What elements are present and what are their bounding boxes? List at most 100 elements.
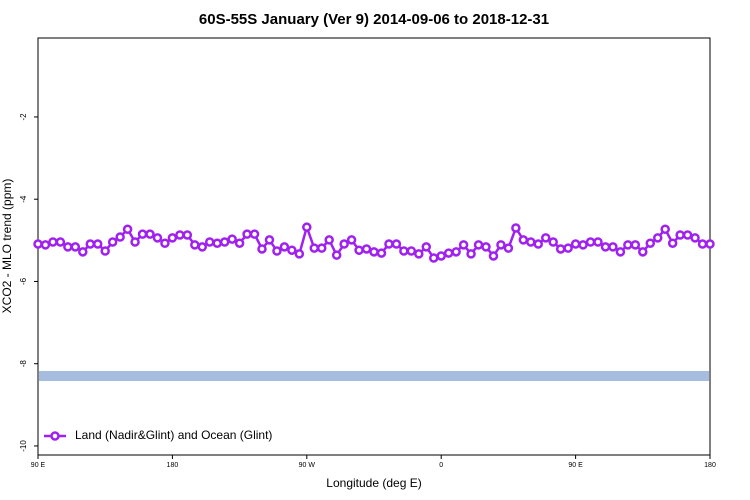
data-point <box>511 223 521 233</box>
data-point <box>391 239 402 249</box>
data-point <box>130 237 140 247</box>
data-point <box>690 233 700 243</box>
data-point <box>78 247 88 257</box>
y-axis-label: XCO2 - MLO trend (ppm) <box>0 179 14 314</box>
data-point <box>107 237 118 247</box>
data-point <box>645 238 656 248</box>
data-point <box>421 242 432 252</box>
y-tick-label: -8 <box>19 360 28 368</box>
data-point <box>473 240 484 250</box>
data-point <box>369 247 379 257</box>
data-point <box>533 239 544 249</box>
data-point <box>160 238 170 248</box>
x-tick-label: 0 <box>439 462 443 469</box>
data-point <box>682 230 693 240</box>
y-tick-label: -2 <box>19 113 28 121</box>
data-point <box>33 239 43 249</box>
data-point <box>137 229 148 239</box>
x-tick-label: 90 E <box>568 462 583 469</box>
data-point <box>600 242 611 252</box>
x-axis-label: Longitude (deg E) <box>326 476 421 490</box>
data-point <box>70 242 81 252</box>
data-point <box>526 237 536 247</box>
data-point <box>100 246 110 256</box>
y-tick-label: -6 <box>19 277 28 285</box>
data-point <box>570 239 581 249</box>
data-point <box>697 239 708 249</box>
data-point <box>302 222 312 232</box>
data-point <box>294 249 305 259</box>
data-point <box>436 251 446 261</box>
data-point <box>204 237 215 247</box>
data-point <box>548 237 558 247</box>
data-point <box>667 238 678 248</box>
data-point <box>376 248 387 258</box>
data-point <box>615 247 626 257</box>
data-point <box>40 240 51 250</box>
y-tick-label: -4 <box>19 195 28 203</box>
data-point <box>384 239 394 249</box>
data-point <box>481 242 491 252</box>
data-point <box>585 237 596 247</box>
data-point <box>182 230 193 240</box>
data-point <box>705 239 715 249</box>
legend-marker <box>50 431 60 441</box>
data-point <box>190 240 200 250</box>
data-point <box>518 235 529 245</box>
data-point <box>503 243 514 253</box>
data-point <box>466 249 476 259</box>
data-point <box>428 253 439 263</box>
data-point <box>488 251 499 261</box>
data-point <box>279 242 290 252</box>
data-point <box>63 242 73 252</box>
data-point <box>660 224 670 234</box>
data-point <box>675 230 685 240</box>
x-tick-label: 180 <box>167 462 179 469</box>
data-point <box>451 247 461 257</box>
x-tick-label: 90 W <box>299 462 316 469</box>
data-point <box>175 230 185 240</box>
data-point <box>555 244 566 254</box>
data-point <box>540 233 551 243</box>
data-point <box>234 238 245 248</box>
data-point <box>630 240 641 250</box>
data-point <box>272 246 282 256</box>
data-point <box>167 233 178 243</box>
data-point <box>399 246 409 256</box>
data-point <box>578 240 588 250</box>
data-point <box>92 239 103 249</box>
data-point <box>219 237 230 247</box>
data-point <box>242 229 252 239</box>
chart-title: 60S-55S January (Ver 9) 2014-09-06 to 20… <box>199 11 549 28</box>
data-point <box>115 232 125 242</box>
data-point <box>122 224 133 234</box>
data-point <box>316 243 327 253</box>
y-tick-label: -10 <box>19 440 28 452</box>
data-point <box>608 242 618 252</box>
data-point <box>227 234 237 244</box>
data-point <box>361 244 372 254</box>
data-point <box>443 248 454 258</box>
data-point <box>414 249 424 259</box>
data-point <box>287 245 297 255</box>
data-point <box>652 233 663 243</box>
data-point <box>496 240 506 250</box>
data-point <box>264 235 275 245</box>
data-point <box>623 240 633 250</box>
data-point <box>563 243 573 253</box>
data-point <box>257 244 267 254</box>
data-point <box>593 237 603 247</box>
data-point <box>406 246 417 256</box>
data-point <box>197 242 208 252</box>
data-point <box>354 245 364 255</box>
data-point <box>339 239 349 249</box>
data-point <box>346 235 357 245</box>
data-point <box>324 235 334 245</box>
data-point <box>458 240 469 250</box>
data-point <box>309 243 320 253</box>
data-point <box>48 237 58 247</box>
legend-label: Land (Nadir&Glint) and Ocean (Glint) <box>75 428 272 442</box>
x-tick-label: 90 E <box>31 462 46 469</box>
